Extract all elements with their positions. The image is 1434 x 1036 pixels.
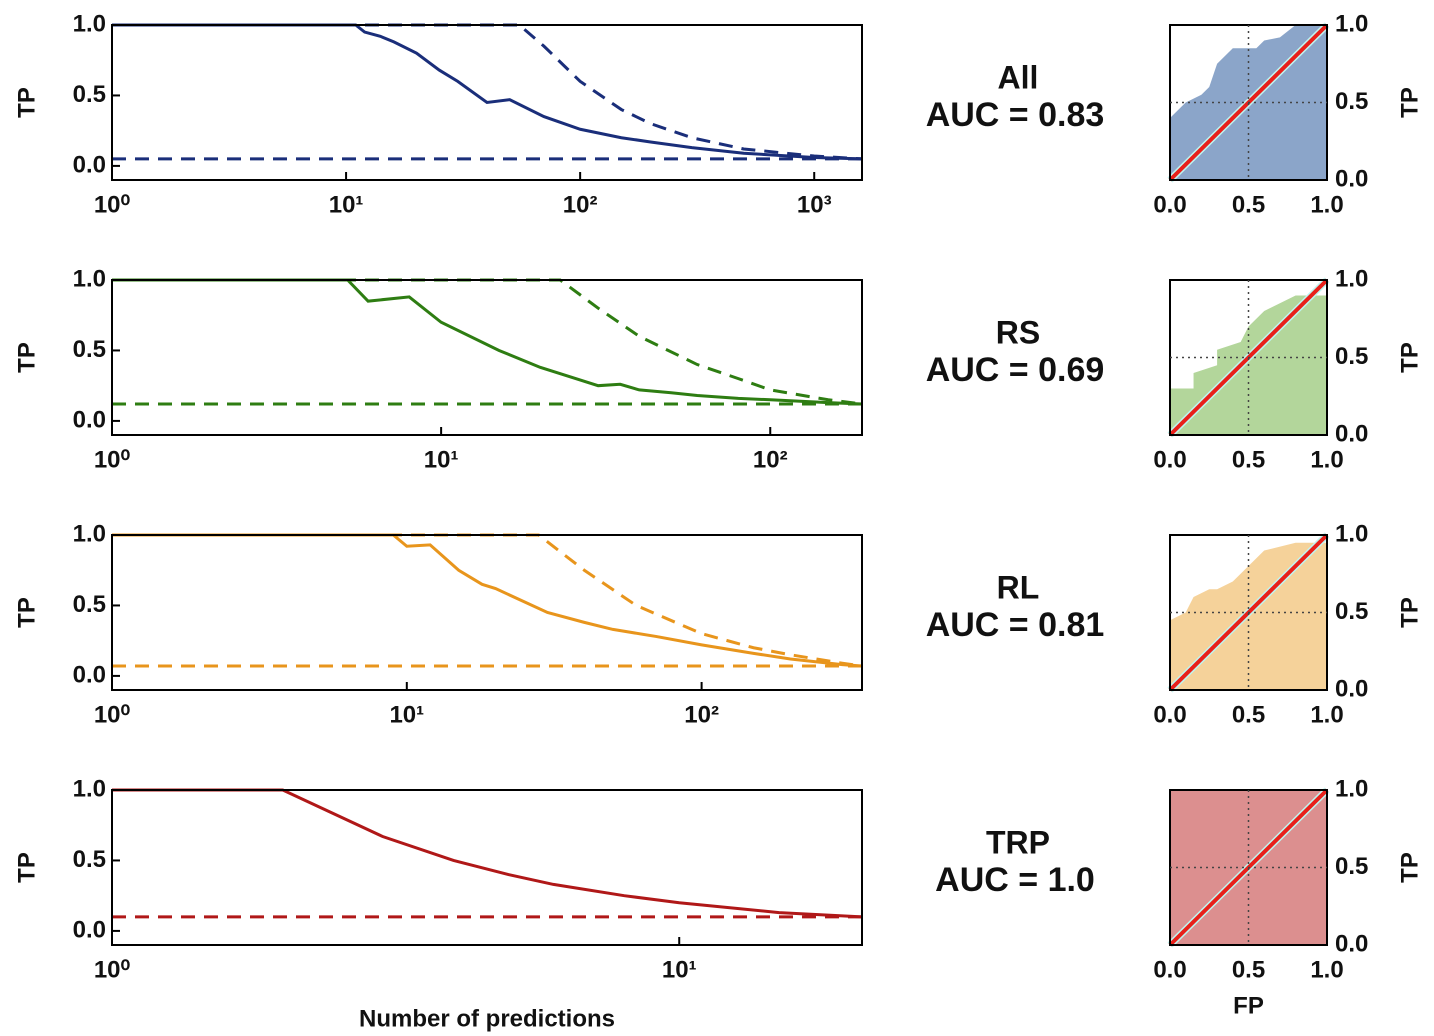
y-axis-label: TP [13, 87, 40, 118]
panel-title: RL [997, 569, 1040, 605]
dashed-line [112, 278, 863, 406]
y-tick-label: 1.0 [73, 775, 106, 802]
x-tick-label: 1.0 [1310, 701, 1343, 728]
y-tick-label: 1.0 [73, 520, 106, 547]
panel-title: TRP [986, 824, 1050, 860]
panel-title: RS [996, 314, 1040, 350]
line [112, 788, 863, 919]
y-tick-label: 0.5 [73, 336, 106, 363]
x-tick-label: 1.0 [1310, 446, 1343, 473]
x-tick-label: 10² [753, 446, 788, 473]
plot-frame [111, 534, 863, 691]
dashed-line [112, 533, 863, 668]
y-tick-label: 1.0 [1335, 775, 1368, 802]
y-axis-label: TP [13, 597, 40, 628]
auc-annotation: AUC = 0.69 [926, 351, 1105, 389]
x-tick-label: 10¹ [662, 956, 697, 983]
y-tick-label: 0.5 [73, 591, 106, 618]
x-tick-label: 10⁰ [94, 956, 131, 983]
x-tick-label: 10¹ [329, 191, 364, 218]
auc-annotation: AUC = 1.0 [935, 861, 1095, 899]
plot-frame [111, 789, 863, 946]
y-tick-label: 0.0 [73, 406, 106, 433]
y-axis-label: TP [1396, 597, 1423, 628]
panel-title: All [998, 59, 1039, 95]
x-tick-label: 1.0 [1310, 191, 1343, 218]
y-tick-label: 0.5 [1335, 88, 1368, 115]
x-tick-label: 0.5 [1232, 956, 1265, 983]
x-tick-label: 0.0 [1153, 446, 1186, 473]
y-tick-label: 0.5 [1335, 853, 1368, 880]
y-tick-label: 0.0 [73, 916, 106, 943]
y-tick-label: 0.0 [1335, 420, 1368, 447]
x-tick-label: 10² [684, 701, 719, 728]
plot-frame [111, 279, 863, 436]
auc-annotation: AUC = 0.81 [926, 606, 1105, 644]
y-tick-label: 1.0 [1335, 520, 1368, 547]
x-tick-label: 0.5 [1232, 446, 1265, 473]
x-tick-label: 10⁰ [94, 701, 131, 728]
y-axis-label: TP [1396, 852, 1423, 883]
x-tick-label: 10¹ [389, 701, 424, 728]
auc-annotation: AUC = 0.83 [926, 96, 1105, 134]
x-tick-label: 10⁰ [94, 446, 131, 473]
line [112, 278, 863, 406]
y-tick-label: 0.0 [1335, 930, 1368, 957]
x-tick-label: 1.0 [1310, 956, 1343, 983]
y-tick-label: 0.0 [1335, 165, 1368, 192]
y-tick-label: 0.5 [1335, 598, 1368, 625]
x-tick-label: 10² [563, 191, 598, 218]
line [112, 533, 863, 668]
y-axis-label: TP [1396, 342, 1423, 373]
x-tick-label: 10³ [797, 191, 832, 218]
y-axis-label: TP [13, 852, 40, 883]
y-tick-label: 1.0 [1335, 265, 1368, 292]
x-axis-label: FP [1233, 992, 1264, 1019]
x-tick-label: 0.5 [1232, 191, 1265, 218]
y-tick-label: 1.0 [73, 265, 106, 292]
y-axis-label: TP [1396, 87, 1423, 118]
y-tick-label: 0.5 [73, 846, 106, 873]
x-tick-label: 0.0 [1153, 956, 1186, 983]
y-tick-label: 1.0 [73, 10, 106, 37]
x-tick-label: 10¹ [424, 446, 459, 473]
line [112, 23, 863, 161]
x-tick-label: 0.0 [1153, 191, 1186, 218]
x-axis-label: Number of predictions [359, 1005, 615, 1032]
y-tick-label: 0.5 [1335, 343, 1368, 370]
y-tick-label: 0.0 [73, 661, 106, 688]
dashed-line [112, 23, 863, 161]
y-tick-label: 1.0 [1335, 10, 1368, 37]
y-axis-label: TP [13, 342, 40, 373]
y-tick-label: 0.0 [1335, 675, 1368, 702]
x-tick-label: 10⁰ [94, 191, 131, 218]
plot-frame [111, 24, 863, 181]
y-tick-label: 0.0 [73, 151, 106, 178]
x-tick-label: 0.5 [1232, 701, 1265, 728]
y-tick-label: 0.5 [73, 81, 106, 108]
x-tick-label: 0.0 [1153, 701, 1186, 728]
